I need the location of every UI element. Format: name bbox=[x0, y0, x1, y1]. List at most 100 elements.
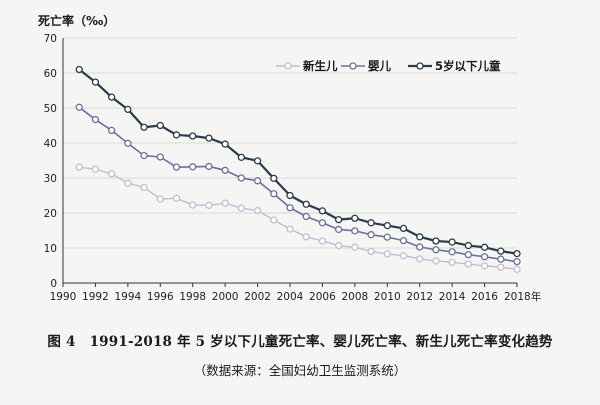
data-point bbox=[318, 219, 327, 227]
x-tick-label: 2004 bbox=[277, 291, 304, 303]
y-axis-label: 死亡率（‰） bbox=[38, 13, 115, 28]
data-point bbox=[480, 253, 489, 261]
data-point bbox=[172, 194, 181, 202]
data-point bbox=[75, 65, 83, 74]
data-point bbox=[140, 123, 148, 131]
x-tick-label: 2010 bbox=[374, 291, 401, 303]
data-point bbox=[464, 260, 473, 268]
data-point bbox=[156, 121, 164, 130]
legend-swatch-marker bbox=[284, 62, 292, 70]
y-tick-label: 70 bbox=[44, 33, 57, 45]
data-point bbox=[75, 103, 83, 111]
data-point bbox=[367, 219, 375, 227]
data-point bbox=[448, 248, 456, 256]
data-point bbox=[513, 257, 521, 266]
figure-caption: 图 4 1991-2018 年 5 岁以下儿童死亡率、婴儿死亡率、新生儿死亡率变化… bbox=[0, 330, 600, 350]
data-point bbox=[480, 262, 489, 270]
x-tick-label: 2016 bbox=[471, 291, 498, 303]
data-point bbox=[416, 255, 424, 263]
data-point bbox=[367, 231, 375, 239]
data-point bbox=[253, 177, 262, 185]
series-lines bbox=[75, 65, 521, 274]
data-point bbox=[286, 191, 294, 200]
data-point bbox=[318, 207, 327, 215]
data-point bbox=[156, 153, 164, 161]
y-tick-label: 60 bbox=[44, 68, 57, 80]
data-point bbox=[399, 224, 408, 233]
data-point bbox=[334, 241, 343, 250]
data-point bbox=[318, 237, 327, 245]
data-point bbox=[270, 174, 278, 183]
y-tick-label: 40 bbox=[44, 138, 57, 150]
x-tick-label: 2002 bbox=[244, 291, 271, 303]
data-point bbox=[286, 225, 294, 233]
data-point bbox=[140, 151, 148, 160]
data-point bbox=[302, 212, 310, 221]
data-point bbox=[140, 183, 148, 192]
data-point bbox=[205, 201, 213, 209]
x-tick-label: 1996 bbox=[147, 291, 174, 303]
data-point bbox=[513, 249, 521, 258]
data-point bbox=[189, 132, 197, 140]
data-point bbox=[270, 216, 278, 224]
data-point bbox=[399, 236, 408, 245]
data-point bbox=[107, 170, 116, 178]
data-point bbox=[432, 237, 440, 245]
data-point bbox=[221, 166, 229, 174]
data-point bbox=[286, 204, 294, 212]
data-point bbox=[334, 215, 343, 224]
series-line-2 bbox=[78, 68, 518, 255]
x-tick-label: 1990 bbox=[50, 291, 77, 303]
x-axis-unit: 年 bbox=[531, 290, 542, 303]
data-point bbox=[91, 165, 100, 173]
data-point bbox=[464, 250, 473, 259]
data-point bbox=[189, 201, 197, 209]
data-point bbox=[221, 140, 229, 148]
data-point bbox=[124, 179, 132, 187]
data-point bbox=[205, 162, 213, 171]
figure-number: 图 4 bbox=[47, 334, 76, 350]
data-point bbox=[399, 252, 408, 260]
data-point bbox=[156, 195, 164, 203]
data-point bbox=[383, 233, 391, 241]
x-tick-label: 2000 bbox=[212, 291, 239, 303]
data-point bbox=[464, 241, 473, 250]
x-tick-label: 2008 bbox=[341, 291, 368, 303]
data-point bbox=[237, 204, 246, 212]
legend-label: 5岁以下儿童 bbox=[435, 59, 501, 73]
data-point bbox=[205, 134, 213, 142]
series-line-1 bbox=[78, 106, 518, 263]
x-tick-label: 2018年 bbox=[504, 290, 541, 303]
data-point bbox=[107, 93, 116, 101]
x-tick-label: 2006 bbox=[309, 291, 336, 303]
data-point bbox=[497, 247, 505, 255]
legend-swatch-marker bbox=[416, 62, 424, 70]
data-point bbox=[383, 221, 391, 230]
data-point bbox=[124, 139, 132, 148]
legend-label: 婴儿 bbox=[368, 59, 391, 73]
data-point bbox=[172, 131, 181, 139]
data-point bbox=[189, 163, 197, 171]
data-point bbox=[367, 247, 375, 256]
data-point bbox=[253, 206, 262, 215]
data-point bbox=[91, 78, 100, 86]
series-line-0 bbox=[79, 166, 518, 271]
gridlines bbox=[63, 37, 517, 249]
legend-swatch-marker bbox=[349, 62, 357, 70]
data-point bbox=[351, 227, 359, 235]
y-tick-label: 10 bbox=[44, 243, 57, 255]
data-point bbox=[91, 115, 100, 124]
data-point bbox=[480, 243, 489, 251]
x-tick-label: 1998 bbox=[179, 291, 206, 303]
data-point bbox=[237, 153, 246, 162]
line-chart: 0 10 20 30 40 50 60 70 1990 1992 1994 1996 1998 2000 2… bbox=[38, 13, 542, 303]
y-tick-label: 0 bbox=[50, 278, 57, 290]
y-tick-label: 30 bbox=[44, 173, 57, 185]
data-point bbox=[351, 214, 359, 222]
data-point bbox=[416, 233, 424, 241]
data-point bbox=[513, 265, 521, 274]
data-point bbox=[172, 163, 181, 171]
figure-source: （数据来源：全国妇幼卫生监测系统） bbox=[193, 363, 407, 378]
axes: 0 10 20 30 40 50 60 70 1990 1992 1994 1996 1998 2000 2… bbox=[44, 33, 542, 303]
data-point bbox=[253, 157, 262, 165]
